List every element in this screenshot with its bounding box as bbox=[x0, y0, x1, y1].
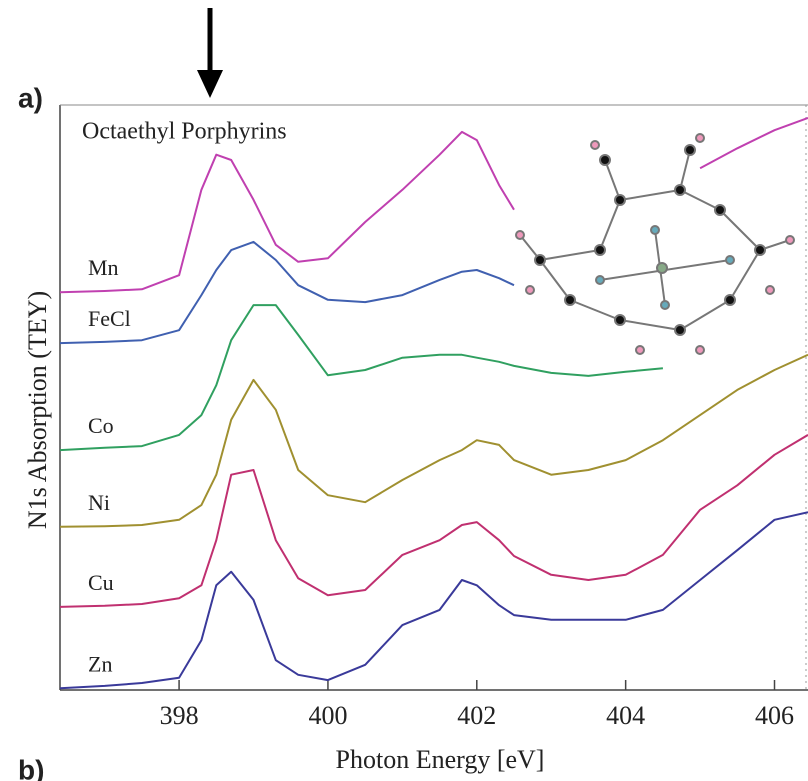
series-label: Ni bbox=[88, 490, 110, 515]
chart-title: Octaethyl Porphyrins bbox=[82, 119, 287, 145]
panel-label: a) bbox=[18, 82, 43, 113]
x-tick-label: 398 bbox=[160, 701, 199, 730]
series-label: FeCl bbox=[88, 306, 131, 331]
next-panel-label: b) bbox=[18, 754, 44, 781]
x-tick-label: 404 bbox=[606, 701, 645, 730]
x-tick-label: 406 bbox=[755, 701, 794, 730]
series-label: Mn bbox=[88, 255, 119, 280]
y-axis-label: N1s Absorption (TEY) bbox=[23, 291, 52, 529]
x-tick-label: 400 bbox=[308, 701, 347, 730]
series-line bbox=[60, 305, 663, 450]
molecule bbox=[516, 134, 794, 354]
series-label: Co bbox=[88, 413, 114, 438]
arrow bbox=[197, 8, 223, 98]
x-tick-label: 402 bbox=[457, 701, 496, 730]
series-label: Zn bbox=[88, 651, 112, 676]
series-line bbox=[60, 355, 808, 527]
series-label: Cu bbox=[88, 570, 114, 595]
chart: a) b) Octaethyl Porphyrins N1s Absorptio… bbox=[0, 0, 808, 781]
x-axis-label: Photon Energy [eV] bbox=[336, 745, 545, 774]
